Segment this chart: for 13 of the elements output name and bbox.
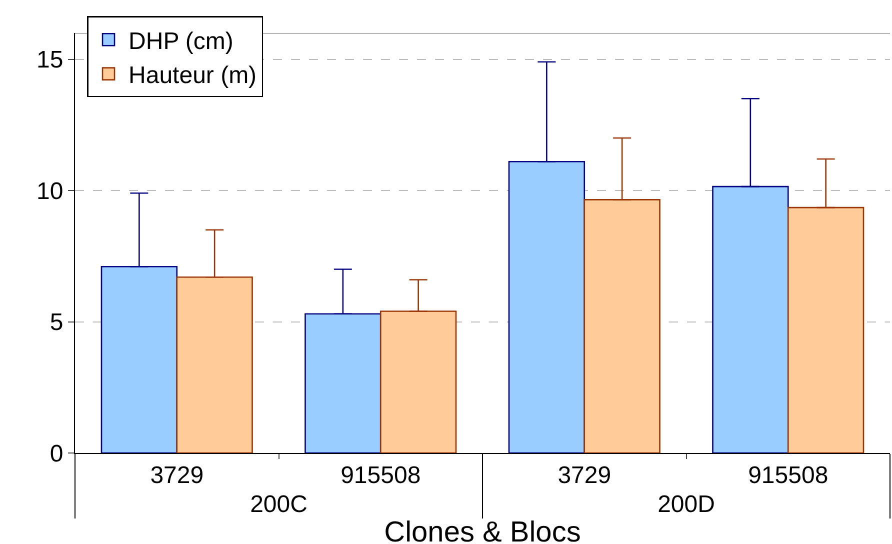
x-tick-label: 915508: [748, 462, 828, 489]
legend-label: DHP (cm): [128, 28, 234, 55]
y-tick-label: 10: [36, 178, 64, 205]
text: 200D: [658, 490, 715, 518]
x-tick-label: 915508: [340, 462, 421, 489]
x-tick-label: 3729: [558, 462, 612, 489]
x-tick-label: 3729: [150, 462, 204, 489]
y-tick-label: 0: [50, 440, 64, 468]
text: 200C: [250, 490, 308, 518]
legend-label: Hauteur (m): [128, 62, 257, 90]
y-tick-label: 15: [36, 46, 64, 74]
x-axis-title: Clones & Blocs: [384, 516, 581, 544]
y-tick-label: 5: [50, 309, 64, 336]
